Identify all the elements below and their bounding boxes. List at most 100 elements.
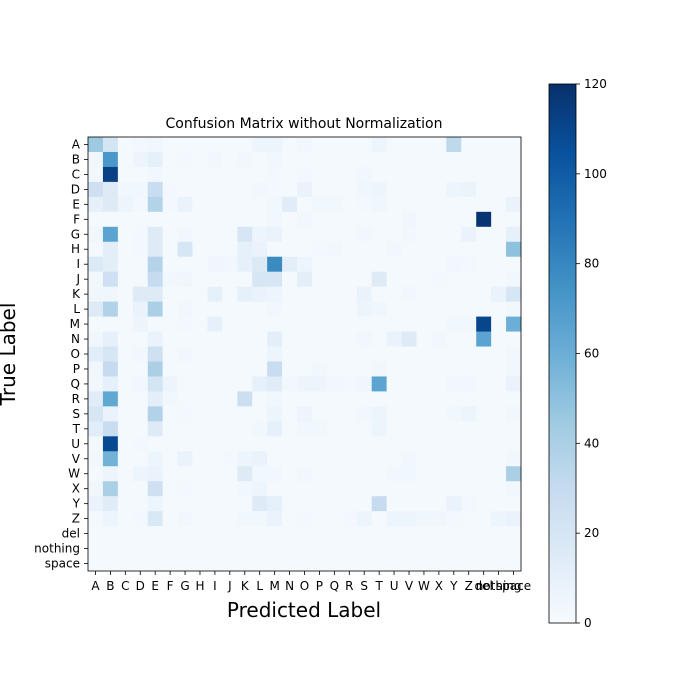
heatmap-cell	[297, 526, 313, 542]
heatmap-cell	[162, 466, 178, 482]
heatmap-cell	[162, 226, 178, 243]
heatmap-cell	[88, 526, 104, 542]
heatmap-cell	[117, 391, 134, 407]
heatmap-cell	[297, 391, 313, 407]
heatmap-cell	[282, 481, 298, 497]
heatmap-cell	[222, 256, 238, 273]
x-tick-label: G	[180, 579, 189, 593]
heatmap-cell	[461, 421, 477, 437]
heatmap-cell	[311, 496, 328, 512]
heatmap-cell	[431, 391, 447, 407]
heatmap-cell	[297, 331, 313, 347]
heatmap-cell	[386, 256, 402, 273]
heatmap-cell	[162, 196, 178, 213]
heatmap-cell	[491, 346, 507, 362]
heatmap-cell	[341, 436, 358, 452]
heatmap-cell	[446, 316, 462, 332]
heatmap-cell	[356, 211, 373, 228]
heatmap-cell	[371, 391, 388, 407]
heatmap-cell	[147, 541, 164, 557]
heatmap-cell	[416, 481, 432, 497]
heatmap-cell	[386, 376, 402, 392]
heatmap-cell	[192, 226, 208, 243]
heatmap-cell	[117, 256, 134, 273]
heatmap-cell	[222, 316, 238, 332]
heatmap-cell	[237, 316, 253, 332]
heatmap-cell	[267, 481, 283, 497]
heatmap-cell	[207, 376, 223, 392]
y-tick-label: V	[72, 452, 81, 466]
heatmap-cell	[461, 181, 477, 198]
colorbar-tick-label: 20	[584, 526, 599, 540]
heatmap-cell	[311, 196, 328, 213]
heatmap-cell	[88, 331, 104, 347]
heatmap-cell	[356, 391, 373, 407]
heatmap-cell	[237, 361, 253, 377]
heatmap-cell	[446, 196, 462, 213]
heatmap-cell	[132, 241, 149, 258]
heatmap-cell	[297, 316, 313, 332]
heatmap-cell	[267, 286, 283, 303]
heatmap-cell	[117, 151, 134, 168]
heatmap-cell	[162, 166, 178, 183]
heatmap-cell	[371, 406, 388, 422]
heatmap-cell	[506, 406, 522, 422]
heatmap-cell	[237, 241, 253, 258]
heatmap-cell	[147, 496, 164, 512]
heatmap-cell	[222, 556, 238, 572]
x-tick-label: M	[269, 579, 279, 593]
heatmap-cell	[476, 541, 492, 557]
heatmap-cell	[386, 526, 402, 542]
heatmap-cell	[192, 376, 208, 392]
heatmap-cell	[506, 436, 522, 452]
heatmap-cell	[341, 466, 358, 482]
heatmap-cell	[416, 436, 432, 452]
heatmap-cell	[431, 346, 447, 362]
heatmap-cell	[431, 211, 447, 228]
heatmap-cell	[491, 541, 507, 557]
heatmap-cell	[491, 376, 507, 392]
heatmap-cell	[207, 286, 223, 303]
heatmap-cell	[431, 241, 447, 258]
heatmap-cell	[311, 466, 328, 482]
heatmap-cell	[386, 151, 402, 168]
heatmap-cell	[237, 556, 253, 572]
heatmap-cell	[237, 511, 253, 527]
heatmap-cell	[311, 301, 328, 317]
heatmap-cell	[371, 166, 388, 183]
heatmap-cell	[222, 181, 238, 198]
heatmap-cell	[506, 376, 522, 392]
heatmap-cell	[431, 256, 447, 273]
heatmap-cell	[267, 226, 283, 243]
heatmap-cell	[401, 256, 417, 273]
heatmap-cell	[267, 331, 283, 347]
heatmap-cell	[88, 151, 104, 168]
heatmap-cell	[252, 181, 268, 198]
heatmap-cell	[252, 256, 268, 273]
heatmap-cell	[446, 391, 462, 407]
heatmap-cell	[192, 541, 208, 557]
heatmap-cell	[326, 196, 343, 213]
heatmap-cell	[461, 316, 477, 332]
heatmap-cell	[282, 271, 298, 288]
heatmap-cell	[162, 511, 178, 527]
heatmap-cell	[102, 316, 119, 332]
heatmap-cell	[431, 271, 447, 288]
heatmap-cell	[117, 346, 134, 362]
heatmap-cell	[311, 541, 328, 557]
heatmap-cell	[401, 211, 417, 228]
heatmap-cell	[476, 361, 492, 377]
heatmap-cell	[341, 376, 358, 392]
heatmap-cell	[311, 166, 328, 183]
heatmap-cell	[237, 181, 253, 198]
heatmap-cell	[132, 151, 149, 168]
heatmap-cell	[132, 346, 149, 362]
heatmap-cell	[416, 286, 432, 303]
heatmap-cell	[162, 301, 178, 317]
heatmap-cell	[491, 181, 507, 198]
heatmap-cell	[117, 331, 134, 347]
heatmap-cell	[461, 481, 477, 497]
heatmap-cell	[401, 316, 417, 332]
heatmap-cell	[431, 436, 447, 452]
heatmap-cell	[297, 451, 313, 467]
